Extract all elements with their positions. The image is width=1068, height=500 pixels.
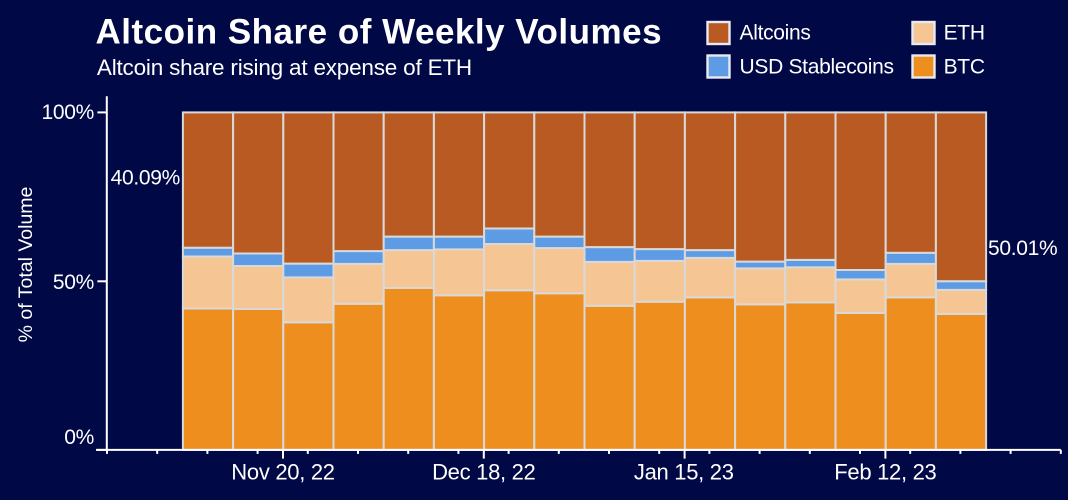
- svg-text:ETH: ETH: [944, 22, 985, 45]
- svg-text:% of Total Volume: % of Total Volume: [15, 187, 37, 343]
- svg-text:100%: 100%: [41, 101, 94, 124]
- svg-text:Feb 12, 23: Feb 12, 23: [834, 459, 936, 484]
- svg-text:50.01%: 50.01%: [988, 237, 1057, 260]
- svg-text:BTC: BTC: [944, 56, 985, 79]
- svg-text:Altcoin Share of Weekly Volume: Altcoin Share of Weekly Volumes: [96, 12, 663, 51]
- svg-text:Dec 18, 22: Dec 18, 22: [432, 459, 535, 484]
- svg-text:Altcoin share rising at expens: Altcoin share rising at expense of ETH: [97, 55, 472, 80]
- svg-text:Jan 15, 23: Jan 15, 23: [634, 459, 734, 484]
- svg-text:40.09%: 40.09%: [111, 167, 180, 190]
- svg-text:Altcoins: Altcoins: [740, 22, 811, 45]
- svg-text:0%: 0%: [64, 426, 94, 449]
- svg-text:USD Stablecoins: USD Stablecoins: [740, 56, 894, 79]
- svg-text:50%: 50%: [53, 271, 94, 294]
- svg-text:Nov 20, 22: Nov 20, 22: [231, 459, 334, 484]
